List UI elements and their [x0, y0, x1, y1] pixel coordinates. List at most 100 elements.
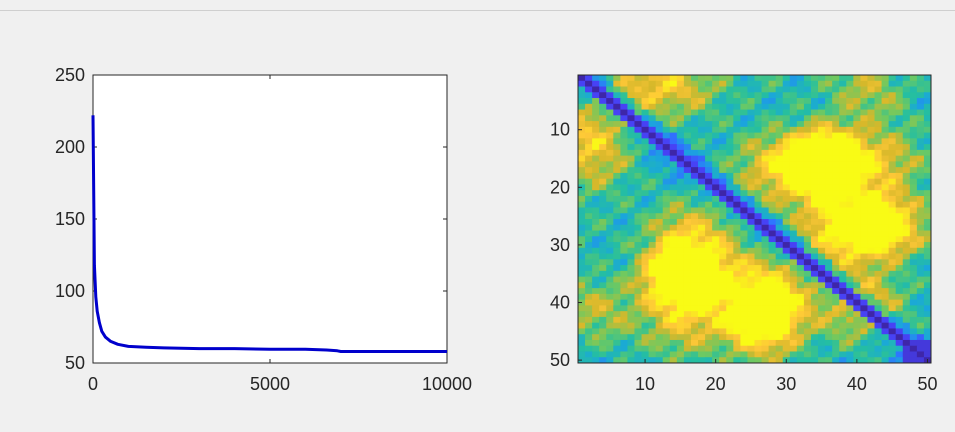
heatmap-cell [761, 121, 770, 128]
heatmap-cell [705, 92, 713, 99]
heatmap-cell [683, 328, 692, 335]
heatmap-cell [641, 265, 649, 272]
heatmap-cell [690, 282, 699, 289]
heatmap-cell [690, 213, 699, 220]
heatmap-cell [832, 172, 840, 180]
heatmap-cell [712, 265, 720, 272]
heatmap-ticks [578, 129, 928, 363]
heatmap-cell [768, 190, 777, 197]
heatmap-cell [733, 288, 741, 295]
heatmap-cell [909, 115, 918, 122]
heatmap-cell [761, 334, 770, 341]
heatmap-cell [810, 311, 819, 318]
heatmap-cell [740, 167, 748, 174]
heatmap-cell [655, 115, 664, 122]
heatmap-cell [740, 80, 748, 87]
heatmap-cell [592, 190, 600, 197]
heatmap-cell [825, 339, 833, 347]
heatmap-cell [599, 115, 607, 122]
heatmap-cell [740, 305, 748, 312]
heatmap-cell [796, 282, 805, 289]
heatmap-cell [888, 230, 897, 237]
heatmap-cell [761, 144, 770, 151]
heatmap-cell [782, 132, 791, 139]
heatmap-cell [747, 219, 755, 226]
heatmap-cell [669, 190, 678, 197]
heatmap-cell [740, 259, 748, 266]
heatmap-cell [683, 149, 692, 157]
heatmap-cell [775, 219, 784, 226]
heatmap-cell [705, 247, 713, 254]
heatmap-cell [613, 86, 621, 93]
heatmap-cell [895, 92, 904, 99]
heatmap-cell [803, 316, 812, 324]
heatmap-cell [683, 161, 692, 168]
heatmap-cell [733, 339, 741, 347]
heatmap-cell [902, 293, 911, 301]
heatmap-cell [620, 299, 628, 306]
heatmap-cell [839, 299, 847, 306]
heatmap-cell [867, 207, 875, 214]
heatmap-cell [923, 75, 932, 82]
heatmap-cell [902, 80, 911, 87]
heatmap-cell [923, 126, 932, 133]
heatmap-cell [832, 270, 840, 277]
heatmap-cell [599, 311, 607, 318]
heatmap-cell [669, 253, 678, 260]
heatmap-cell [881, 334, 890, 341]
heatmap-cell [768, 138, 777, 145]
heatmap-cell [754, 288, 762, 295]
heatmap-cell [803, 299, 812, 306]
heatmap-cell [641, 213, 649, 220]
heatmap-cell [606, 299, 614, 306]
heatmap-cell [683, 98, 692, 105]
heatmap-cell [825, 230, 833, 237]
heatmap-cell [825, 293, 833, 301]
heatmap-cell [874, 149, 882, 157]
heatmap-cell [655, 195, 664, 203]
heatmap-cell [846, 167, 854, 174]
heatmap-cell [846, 236, 854, 243]
heatmap-cell [740, 155, 748, 162]
heatmap-cell [648, 357, 657, 364]
heatmap-cell [747, 161, 755, 168]
heatmap-cell [761, 195, 770, 203]
heatmap-cell [832, 311, 840, 318]
heatmap-cell [853, 224, 861, 231]
heatmap-cell [761, 80, 770, 87]
heatmap-cell [839, 339, 847, 347]
heatmap-cell [606, 276, 614, 283]
heatmap-cell [874, 201, 882, 208]
line-y-tick-label: 200 [55, 137, 85, 157]
heatmap-cell [655, 144, 664, 151]
heatmap-cell [606, 132, 614, 139]
heatmap-cell [803, 253, 812, 260]
heatmap-cell [754, 293, 762, 301]
heatmap-cell [895, 328, 904, 335]
heatmap-cell [754, 265, 762, 272]
heatmap-cell [585, 322, 593, 329]
heatmap-cell [853, 345, 861, 352]
heatmap-cell [620, 167, 628, 174]
heatmap-cell [641, 80, 649, 87]
heatmap-cell [690, 351, 699, 358]
heatmap-cell [606, 92, 614, 99]
heatmap-cell [895, 126, 904, 133]
heatmap-cell [634, 299, 642, 306]
heatmap-cell [853, 172, 861, 180]
heatmap-cell [606, 311, 614, 318]
heatmap-cell [669, 109, 678, 116]
heatmap-cell [620, 80, 628, 87]
heatmap-cell [923, 92, 932, 99]
heatmap-cell [740, 121, 748, 128]
heatmap-cell [690, 293, 699, 301]
heatmap-cell [641, 161, 649, 168]
heatmap-cell [613, 351, 621, 358]
heatmap-cell [641, 230, 649, 237]
heatmap-cell [768, 288, 777, 295]
heatmap-cell [846, 138, 854, 145]
heatmap-cell [775, 121, 784, 128]
heatmap-cell [881, 184, 890, 191]
